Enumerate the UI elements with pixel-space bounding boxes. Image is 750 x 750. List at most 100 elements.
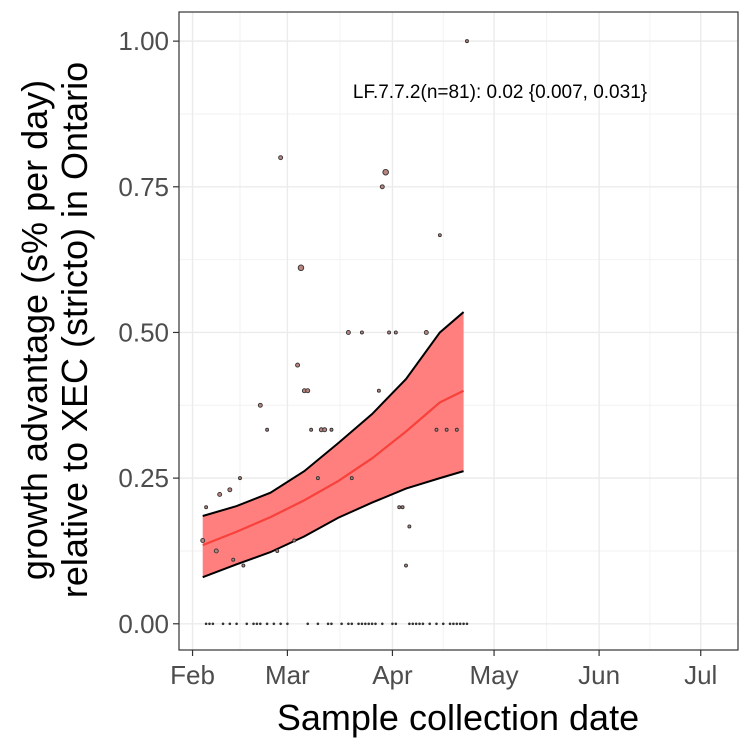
data-point-zero: [265, 622, 269, 626]
data-point-zero: [340, 622, 343, 626]
data-point: [297, 264, 305, 272]
y-tick-label: 0.00: [118, 609, 169, 639]
data-point-zero: [364, 622, 367, 626]
data-point-zero: [316, 622, 320, 626]
data-point: [217, 491, 223, 497]
x-tick-label: Apr: [372, 660, 413, 690]
data-point: [376, 388, 381, 393]
data-point-zero: [391, 622, 394, 626]
data-point-zero: [259, 622, 262, 626]
data-point-zero: [221, 622, 225, 626]
data-point: [329, 427, 334, 432]
y-axis: 0.00 0.25 0.50 0.75 1.00: [118, 26, 179, 639]
ribbon-upper-edge: [202, 311, 465, 517]
data-point-zero: [374, 622, 377, 626]
data-point: [437, 233, 442, 238]
data-point: [200, 538, 206, 543]
data-point-zero: [380, 622, 384, 626]
y-tick-label: 1.00: [118, 26, 169, 56]
data-point: [400, 505, 405, 510]
chart-annotation: LF.7.7.2(n=81): 0.02 {0.007, 0.031}: [353, 82, 647, 103]
data-point: [315, 476, 320, 481]
data-point: [265, 427, 270, 432]
data-point: [322, 427, 328, 433]
y-tick-label: 0.75: [118, 172, 169, 202]
x-tick-label: Feb: [170, 660, 215, 690]
data-point-zero: [208, 622, 211, 626]
data-point-zero: [228, 622, 232, 626]
ribbon-lower-edge: [202, 470, 464, 579]
data-point-zero: [408, 622, 411, 626]
data-point-zero: [326, 622, 330, 626]
data-point: [238, 476, 242, 481]
data-point-zero: [357, 622, 360, 626]
data-point-zero: [306, 622, 310, 626]
data-point-zero: [435, 622, 438, 626]
data-point-zero: [252, 622, 255, 626]
data-point: [465, 39, 469, 44]
data-point: [404, 563, 408, 568]
fit-line: [202, 389, 465, 547]
y-axis-title-line-1: growth advantage (s% per day): [14, 80, 55, 580]
data-point-zero: [211, 622, 215, 626]
data-point-zero: [350, 622, 354, 626]
y-axis-title: growth advantage (s% per day)relative to…: [14, 62, 95, 598]
data-point-zero: [465, 622, 469, 626]
data-point: [393, 330, 398, 335]
data-point-zero: [367, 622, 371, 626]
x-tick-label: May: [470, 660, 519, 690]
data-point: [444, 427, 449, 432]
data-point-zero: [421, 622, 425, 626]
y-tick-label: 0.50: [118, 317, 169, 347]
data-point: [407, 524, 412, 529]
confidence-ribbon-layer: [202, 311, 465, 579]
data-point: [397, 505, 402, 510]
data-point-zero: [458, 622, 462, 626]
data-point: [213, 548, 219, 554]
data-point: [231, 557, 236, 562]
data-point: [275, 548, 280, 553]
data-point: [454, 427, 459, 432]
data-point: [382, 168, 389, 176]
x-axis: Feb Mar Apr May Jun Jul: [170, 650, 717, 690]
x-tick-label: Jun: [578, 660, 620, 690]
data-point: [423, 330, 429, 335]
plot-panel-border: [178, 11, 739, 651]
data-point: [309, 427, 314, 432]
data-point: [387, 330, 391, 335]
data-point-zero: [414, 622, 418, 626]
x-tick-label: Jul: [684, 660, 717, 690]
data-point: [349, 476, 354, 481]
data-point: [379, 184, 385, 190]
data-point-zero: [418, 622, 421, 626]
x-tick-label: Mar: [265, 660, 310, 690]
data-point-zero: [245, 622, 249, 626]
data-point-zero: [370, 622, 374, 626]
data-point-zero: [204, 622, 208, 626]
data-point-zero: [455, 622, 459, 626]
data-point-zero: [279, 622, 282, 626]
data-point-zero: [452, 622, 455, 626]
data-point-zero: [428, 622, 432, 626]
data-point: [295, 362, 301, 368]
data-point: [227, 487, 233, 493]
major-gridlines: [179, 12, 738, 650]
data-point-zero: [347, 622, 350, 626]
data-point: [305, 388, 311, 394]
y-tick-label: 0.25: [118, 463, 169, 493]
data-point-zero: [411, 622, 415, 626]
data-points-layer: [200, 39, 469, 626]
data-point: [241, 563, 246, 568]
y-axis-title-line-2: relative to XEC (stricto) in Ontario: [54, 62, 95, 598]
data-point-zero: [462, 622, 465, 626]
data-point-zero: [255, 622, 259, 626]
data-point-zero: [330, 622, 333, 626]
data-point-zero: [286, 622, 289, 626]
data-point: [257, 402, 263, 408]
x-axis-title: Sample collection date: [277, 697, 639, 738]
data-point: [278, 155, 284, 161]
data-point-zero: [441, 622, 445, 626]
data-point: [345, 330, 351, 335]
data-point-zero: [394, 622, 398, 626]
